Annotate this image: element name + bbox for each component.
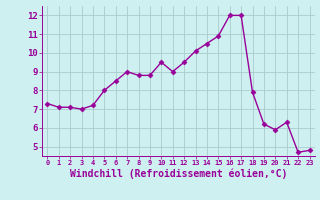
X-axis label: Windchill (Refroidissement éolien,°C): Windchill (Refroidissement éolien,°C) xyxy=(70,169,287,179)
